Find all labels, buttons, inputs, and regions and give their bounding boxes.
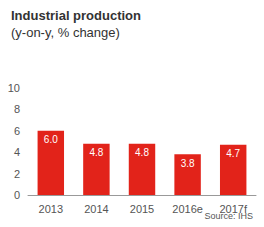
svg-text:4: 4 bbox=[14, 146, 20, 158]
svg-text:2017f: 2017f bbox=[219, 202, 247, 215]
svg-text:10: 10 bbox=[8, 82, 20, 94]
svg-text:4.8: 4.8 bbox=[135, 147, 149, 158]
svg-text:2: 2 bbox=[14, 168, 20, 180]
svg-text:Industrial production: Industrial production bbox=[11, 8, 141, 23]
svg-text:2016e: 2016e bbox=[172, 203, 203, 215]
svg-text:6.0: 6.0 bbox=[44, 134, 58, 145]
svg-text:6: 6 bbox=[14, 125, 20, 137]
svg-text:2015: 2015 bbox=[130, 203, 154, 215]
svg-text:2013: 2013 bbox=[39, 203, 63, 215]
svg-text:8: 8 bbox=[14, 103, 20, 115]
svg-text:4.8: 4.8 bbox=[89, 147, 103, 158]
svg-text:3.8: 3.8 bbox=[181, 158, 195, 169]
svg-text:0: 0 bbox=[14, 189, 20, 201]
svg-text:(y-on-y, % change): (y-on-y, % change) bbox=[11, 25, 120, 40]
svg-text:Source: IHS: Source: IHS bbox=[204, 211, 253, 221]
svg-text:2014: 2014 bbox=[84, 203, 108, 215]
svg-text:4.7: 4.7 bbox=[226, 148, 240, 159]
